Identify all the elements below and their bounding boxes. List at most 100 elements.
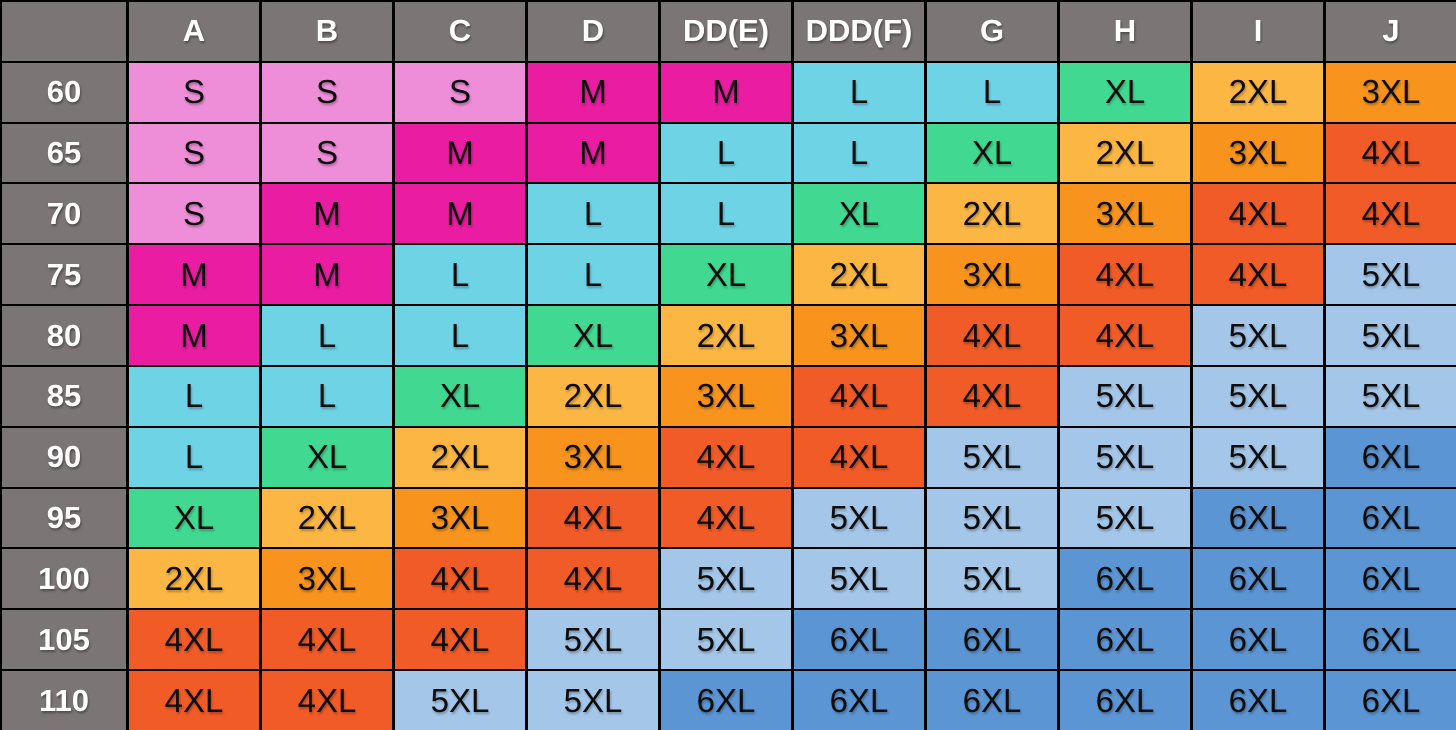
size-cell-105-dddf: 6XL bbox=[794, 610, 924, 670]
row-header-80: 80 bbox=[2, 306, 126, 365]
size-cell-105-d: 5XL bbox=[528, 610, 658, 670]
size-cell-110-d: 5XL bbox=[528, 671, 658, 730]
size-cell-70-g: 2XL bbox=[927, 184, 1057, 244]
size-cell-85-dddf: 4XL bbox=[794, 366, 924, 426]
size-cell-80-a: M bbox=[129, 306, 259, 365]
size-cell-90-dde: 4XL bbox=[661, 427, 791, 487]
size-cell-65-j: 4XL bbox=[1326, 123, 1456, 183]
column-header-j: J bbox=[1326, 2, 1456, 61]
size-cell-105-h: 6XL bbox=[1060, 610, 1190, 670]
size-cell-85-h: 5XL bbox=[1060, 366, 1190, 426]
row-header-90: 90 bbox=[2, 427, 126, 487]
size-cell-70-j: 4XL bbox=[1326, 184, 1456, 244]
size-cell-75-a: M bbox=[129, 245, 259, 305]
size-cell-60-h: XL bbox=[1060, 62, 1190, 122]
row-header-65: 65 bbox=[2, 123, 126, 183]
column-header-g: G bbox=[927, 2, 1057, 61]
size-cell-95-a: XL bbox=[129, 488, 259, 548]
column-header-h: H bbox=[1060, 2, 1190, 61]
size-cell-75-b: M bbox=[262, 245, 392, 305]
size-cell-80-dde: 2XL bbox=[661, 306, 791, 365]
row-header-85: 85 bbox=[2, 366, 126, 426]
size-cell-95-dddf: 5XL bbox=[794, 488, 924, 548]
size-cell-110-a: 4XL bbox=[129, 671, 259, 730]
size-cell-85-a: L bbox=[129, 366, 259, 426]
size-cell-90-h: 5XL bbox=[1060, 427, 1190, 487]
size-cell-100-j: 6XL bbox=[1326, 549, 1456, 609]
size-cell-95-d: 4XL bbox=[528, 488, 658, 548]
size-cell-85-dde: 3XL bbox=[661, 366, 791, 426]
size-cell-110-dde: 6XL bbox=[661, 671, 791, 730]
size-cell-70-c: M bbox=[395, 184, 525, 244]
size-cell-110-c: 5XL bbox=[395, 671, 525, 730]
size-cell-85-c: XL bbox=[395, 366, 525, 426]
size-cell-85-b: L bbox=[262, 366, 392, 426]
size-cell-65-c: M bbox=[395, 123, 525, 183]
size-cell-65-h: 2XL bbox=[1060, 123, 1190, 183]
size-cell-75-dddf: 2XL bbox=[794, 245, 924, 305]
size-cell-105-i: 6XL bbox=[1193, 610, 1323, 670]
size-cell-75-j: 5XL bbox=[1326, 245, 1456, 305]
size-cell-105-a: 4XL bbox=[129, 610, 259, 670]
size-cell-65-d: M bbox=[528, 123, 658, 183]
corner-cell bbox=[2, 2, 126, 61]
column-header-dde: DD(E) bbox=[661, 2, 791, 61]
size-cell-60-b: S bbox=[262, 62, 392, 122]
size-cell-100-d: 4XL bbox=[528, 549, 658, 609]
size-cell-80-c: L bbox=[395, 306, 525, 365]
size-cell-95-i: 6XL bbox=[1193, 488, 1323, 548]
size-cell-90-d: 3XL bbox=[528, 427, 658, 487]
size-cell-60-j: 3XL bbox=[1326, 62, 1456, 122]
size-cell-100-b: 3XL bbox=[262, 549, 392, 609]
size-cell-80-g: 4XL bbox=[927, 306, 1057, 365]
column-header-d: D bbox=[528, 2, 658, 61]
row-header-70: 70 bbox=[2, 184, 126, 244]
size-cell-85-d: 2XL bbox=[528, 366, 658, 426]
row-header-100: 100 bbox=[2, 549, 126, 609]
size-cell-65-dde: L bbox=[661, 123, 791, 183]
size-cell-80-d: XL bbox=[528, 306, 658, 365]
size-cell-60-d: M bbox=[528, 62, 658, 122]
size-cell-110-g: 6XL bbox=[927, 671, 1057, 730]
size-cell-105-c: 4XL bbox=[395, 610, 525, 670]
column-header-b: B bbox=[262, 2, 392, 61]
size-cell-80-h: 4XL bbox=[1060, 306, 1190, 365]
size-cell-75-h: 4XL bbox=[1060, 245, 1190, 305]
size-cell-65-b: S bbox=[262, 123, 392, 183]
size-cell-110-b: 4XL bbox=[262, 671, 392, 730]
size-cell-70-dde: L bbox=[661, 184, 791, 244]
size-cell-80-dddf: 3XL bbox=[794, 306, 924, 365]
size-cell-105-b: 4XL bbox=[262, 610, 392, 670]
size-cell-105-dde: 5XL bbox=[661, 610, 791, 670]
size-cell-70-d: L bbox=[528, 184, 658, 244]
row-header-110: 110 bbox=[2, 671, 126, 730]
size-cell-80-i: 5XL bbox=[1193, 306, 1323, 365]
size-cell-75-d: L bbox=[528, 245, 658, 305]
size-cell-75-dde: XL bbox=[661, 245, 791, 305]
size-cell-95-j: 6XL bbox=[1326, 488, 1456, 548]
size-cell-100-g: 5XL bbox=[927, 549, 1057, 609]
size-cell-90-c: 2XL bbox=[395, 427, 525, 487]
column-header-dddf: DDD(F) bbox=[794, 2, 924, 61]
size-cell-65-dddf: L bbox=[794, 123, 924, 183]
size-cell-95-b: 2XL bbox=[262, 488, 392, 548]
size-cell-110-dddf: 6XL bbox=[794, 671, 924, 730]
size-cell-90-a: L bbox=[129, 427, 259, 487]
size-cell-110-h: 6XL bbox=[1060, 671, 1190, 730]
size-cell-65-g: XL bbox=[927, 123, 1057, 183]
size-cell-110-i: 6XL bbox=[1193, 671, 1323, 730]
column-header-a: A bbox=[129, 2, 259, 61]
size-cell-70-b: M bbox=[262, 184, 392, 244]
size-cell-75-g: 3XL bbox=[927, 245, 1057, 305]
size-cell-100-a: 2XL bbox=[129, 549, 259, 609]
size-cell-90-j: 6XL bbox=[1326, 427, 1456, 487]
size-cell-75-c: L bbox=[395, 245, 525, 305]
size-cell-100-dde: 5XL bbox=[661, 549, 791, 609]
size-cell-100-dddf: 5XL bbox=[794, 549, 924, 609]
size-cell-90-dddf: 4XL bbox=[794, 427, 924, 487]
column-header-c: C bbox=[395, 2, 525, 61]
size-cell-85-g: 4XL bbox=[927, 366, 1057, 426]
size-cell-80-b: L bbox=[262, 306, 392, 365]
size-cell-70-dddf: XL bbox=[794, 184, 924, 244]
